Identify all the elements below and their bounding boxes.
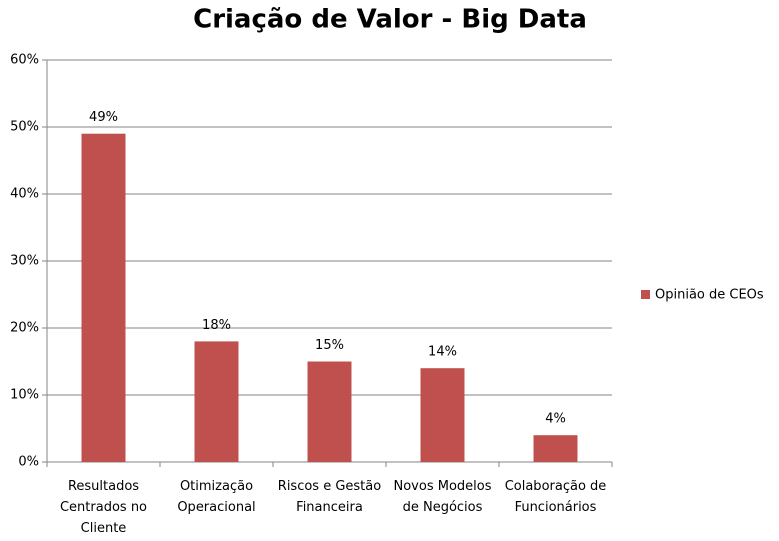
x-tick-label: Riscos e Gestão Financeira xyxy=(277,479,382,515)
bar xyxy=(81,133,126,462)
y-tick-label: 30% xyxy=(10,254,39,269)
y-tick-label: 60% xyxy=(10,53,39,68)
y-tick-label: 0% xyxy=(18,455,39,470)
y-tick-label: 20% xyxy=(10,321,39,336)
legend-swatch xyxy=(641,290,650,299)
x-tick-label: Colaboração de Funcionários xyxy=(504,479,607,515)
bar xyxy=(533,435,578,462)
x-tick-label: Otimização Operacional xyxy=(177,479,256,515)
legend-label: Opinião de CEOs xyxy=(655,288,764,303)
y-tick-label: 40% xyxy=(10,187,39,202)
x-tick-label: Resultados Centrados no Cliente xyxy=(59,479,148,536)
bar xyxy=(420,368,465,462)
data-label: 18% xyxy=(202,318,231,333)
data-label: 4% xyxy=(545,412,566,427)
bar xyxy=(194,341,239,462)
data-label: 15% xyxy=(315,338,344,353)
chart-title: Criação de Valor - Big Data xyxy=(193,5,587,35)
data-label: 49% xyxy=(89,110,118,125)
y-tick-label: 10% xyxy=(10,388,39,403)
y-tick-label: 50% xyxy=(10,120,39,135)
data-label: 14% xyxy=(428,345,457,360)
x-tick-label: Novos Modelos de Negócios xyxy=(393,479,492,515)
bar xyxy=(307,361,352,462)
